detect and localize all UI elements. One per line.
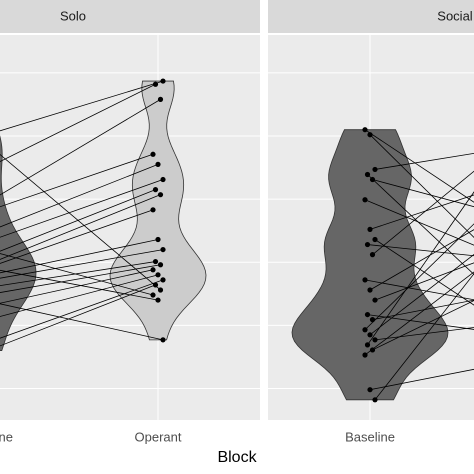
strip: [268, 0, 474, 33]
x-tick-label: Baseline: [345, 429, 395, 444]
point: [155, 272, 161, 278]
pair-line: [0, 253, 154, 296]
pair-line: [0, 264, 161, 293]
point: [160, 337, 166, 343]
strip-label: Social: [437, 8, 473, 23]
point: [372, 236, 378, 243]
pair-line: [374, 262, 474, 301]
point: [362, 277, 368, 283]
point: [157, 287, 164, 293]
point: [364, 311, 371, 318]
point: [367, 132, 373, 138]
point: [157, 96, 164, 102]
point: [362, 327, 368, 333]
pair-line: [0, 153, 161, 291]
point: [155, 236, 161, 243]
point: [157, 262, 164, 268]
pair-line: [364, 279, 474, 301]
point: [369, 176, 376, 183]
point: [362, 352, 368, 358]
pair-line: [374, 152, 474, 170]
panel: [0, 35, 260, 420]
point: [155, 297, 161, 303]
pair-line: [0, 261, 156, 287]
pair-line: [374, 273, 474, 401]
pair-line: [0, 194, 161, 260]
x-tick-label: Operant: [135, 429, 182, 444]
point: [160, 277, 166, 283]
pair-line: [0, 269, 154, 304]
point: [150, 267, 156, 273]
pair-line: [0, 274, 159, 317]
point: [369, 347, 376, 353]
pair-line: [0, 153, 154, 208]
strip: [0, 0, 260, 33]
x-tick-label: Baseline: [0, 429, 13, 444]
pair-line: [367, 314, 474, 330]
x-axis-title: Block: [217, 449, 257, 466]
pair-line: [0, 189, 156, 252]
pair-line: [0, 303, 164, 341]
pair-line: [369, 229, 474, 291]
point: [369, 317, 376, 323]
pair-line: [369, 134, 474, 238]
pair-line: [364, 223, 474, 331]
point: [150, 151, 156, 157]
point: [150, 207, 156, 213]
point: [364, 342, 371, 348]
pair-line: [0, 209, 154, 264]
point: [160, 78, 166, 84]
pair-line: [369, 253, 474, 336]
pair-line: [367, 191, 474, 346]
point: [155, 161, 161, 167]
pair-line: [364, 129, 474, 203]
point: [152, 81, 159, 87]
point: [369, 252, 376, 258]
point: [372, 397, 378, 403]
pair-line: [0, 164, 159, 228]
pair-line: [364, 199, 474, 246]
pair-line: [0, 83, 156, 163]
point: [160, 176, 166, 183]
point: [152, 258, 159, 265]
pair-line: [0, 99, 161, 196]
pair-line: [0, 179, 164, 238]
pair-line: [372, 299, 474, 321]
point: [160, 246, 166, 253]
violin: [109, 80, 207, 341]
pair-line: [0, 239, 159, 274]
point: [367, 387, 373, 393]
point: [372, 337, 378, 343]
point: [362, 197, 368, 203]
pair-line: [367, 244, 474, 257]
point: [364, 171, 371, 178]
point: [364, 241, 371, 248]
pair-line: [369, 368, 474, 391]
pair-line: [0, 269, 159, 301]
pair-line: [364, 271, 474, 356]
pair-line: [0, 279, 164, 339]
pair-line: [374, 327, 474, 341]
point: [152, 187, 159, 193]
point: [362, 127, 368, 133]
point: [367, 287, 373, 293]
pair-line: [372, 300, 474, 351]
point: [372, 166, 378, 173]
point: [372, 297, 378, 303]
pair-line: [0, 284, 156, 347]
point: [152, 282, 159, 288]
pair-line: [374, 239, 474, 306]
pair-line: [372, 179, 474, 208]
point: [367, 226, 373, 232]
point: [367, 332, 373, 338]
point: [157, 192, 164, 198]
pair-line: [369, 194, 474, 230]
pair-line: [0, 249, 164, 279]
pair-line: [372, 170, 474, 255]
pair-line: [0, 80, 164, 132]
strip-label: Solo: [60, 8, 86, 23]
point: [150, 292, 156, 298]
